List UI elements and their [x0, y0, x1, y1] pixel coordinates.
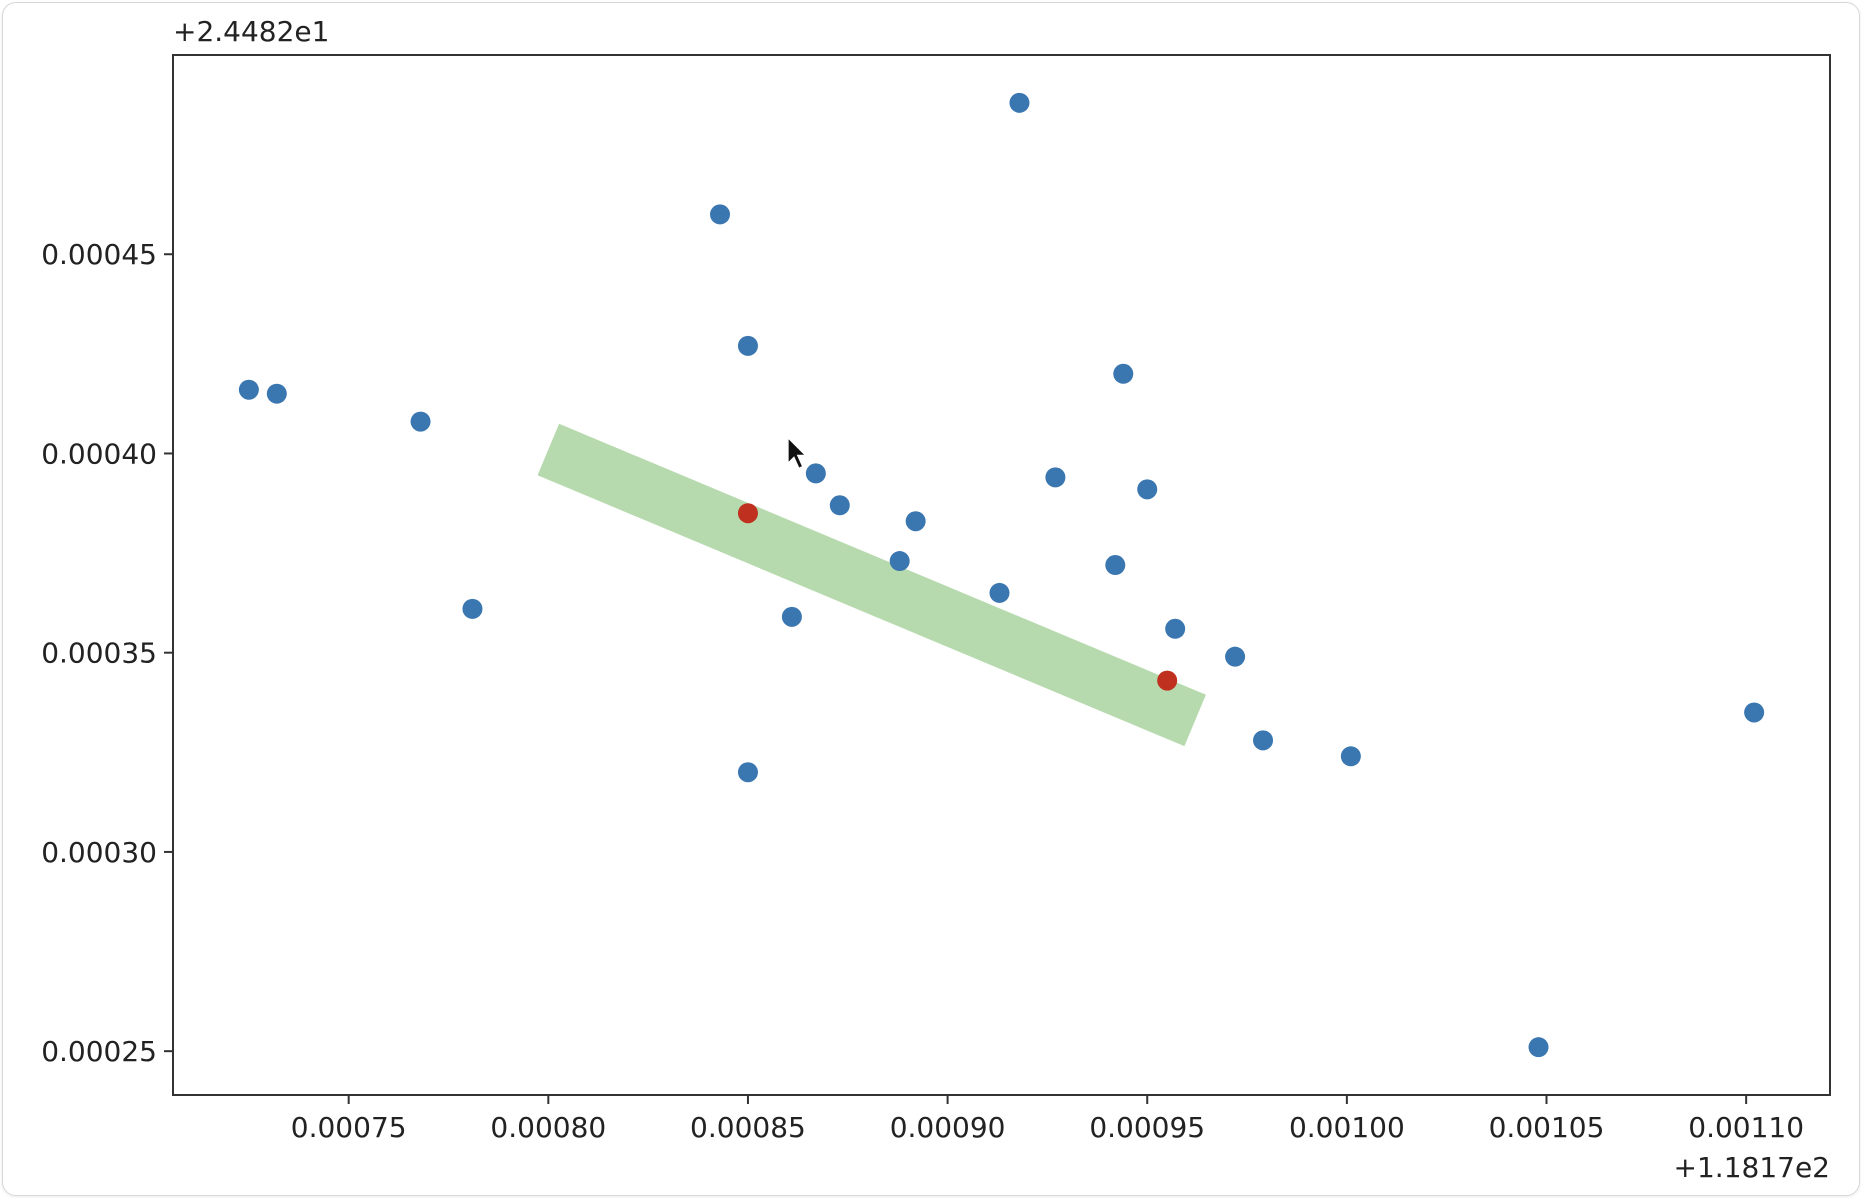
- x-tick-label: 0.00100: [1289, 1111, 1405, 1144]
- y-tick-label: 0.00045: [41, 238, 157, 271]
- data-point-15: [1045, 467, 1066, 488]
- mouse-pointer-icon: [787, 435, 808, 470]
- data-point-8: [781, 606, 802, 627]
- x-axis-offset-label: +1.1817e2: [1674, 1151, 1830, 1184]
- x-tick-label: 0.00105: [1489, 1111, 1605, 1144]
- mouse-pointer-shape: [787, 435, 808, 470]
- data-point-19: [1165, 618, 1186, 639]
- chart-marks: [238, 92, 1765, 1058]
- x-tick-label: 0.00110: [1688, 1111, 1804, 1144]
- data-point-20: [1225, 646, 1246, 667]
- data-point-24: [1744, 702, 1765, 723]
- data-point-18: [1137, 479, 1158, 500]
- data-point-13: [989, 582, 1010, 603]
- x-tick-label: 0.00075: [291, 1111, 407, 1144]
- x-tick-label: 0.00095: [1089, 1111, 1205, 1144]
- data-point-14: [1009, 92, 1030, 113]
- x-tick-label: 0.00085: [690, 1111, 806, 1144]
- y-axis-ticks: 0.00045 0.00040 0.00035 0.00030 0.00025: [41, 238, 173, 1068]
- data-point-9: [805, 463, 826, 484]
- data-point-5: [710, 204, 731, 225]
- x-tick-label: 0.00080: [490, 1111, 606, 1144]
- data-point-11: [889, 551, 910, 572]
- x-axis-ticks: 0.00075 0.00080 0.00085 0.00090 0.00095 0.001…: [291, 1095, 1804, 1144]
- y-tick-label: 0.00025: [41, 1035, 157, 1068]
- data-point-7: [737, 762, 758, 783]
- data-point-2: [266, 383, 287, 404]
- data-point-4: [462, 598, 483, 619]
- y-axis-offset-label: +2.4482e1: [173, 15, 329, 48]
- data-point-6: [737, 335, 758, 356]
- y-tick-label: 0.00035: [41, 637, 157, 670]
- data-point-3: [410, 411, 431, 432]
- data-point-17: [1113, 363, 1134, 384]
- y-tick-label: 0.00040: [41, 437, 157, 470]
- data-point-16: [1105, 555, 1126, 576]
- x-tick-label: 0.00090: [890, 1111, 1006, 1144]
- data-point-1: [238, 379, 259, 400]
- data-point-23: [1528, 1037, 1549, 1058]
- highlighted-point-1: [737, 503, 758, 524]
- data-point-12: [905, 511, 926, 532]
- y-tick-label: 0.00030: [41, 836, 157, 869]
- data-point-21: [1253, 730, 1274, 751]
- highlight-band: [537, 423, 1206, 747]
- scatter-chart: 0.00075 0.00080 0.00085 0.00090 0.00095 0.001…: [41, 15, 1831, 1184]
- data-point-22: [1340, 746, 1361, 767]
- axes-frame: [172, 54, 1831, 1096]
- data-point-10: [829, 495, 850, 516]
- highlighted-point-2: [1157, 670, 1178, 691]
